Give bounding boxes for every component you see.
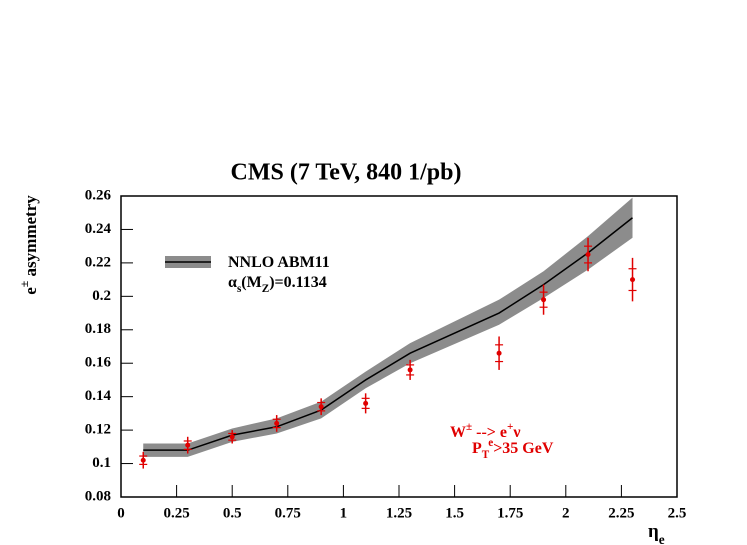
legend-label: NNLO ABM11 — [228, 254, 330, 271]
data-point — [185, 442, 191, 448]
data-point — [496, 350, 502, 356]
y-tick-label: 0.14 — [85, 388, 112, 404]
text-part: Z — [262, 283, 269, 295]
data-point — [229, 434, 235, 440]
data-point — [585, 252, 591, 258]
x-tick-label: 0 — [117, 505, 125, 521]
data-point — [363, 400, 369, 406]
y-tick-label: 0.18 — [85, 321, 111, 337]
data-point — [407, 367, 413, 373]
y-tick-label: 0.12 — [85, 422, 111, 438]
x-tick-label: 1.75 — [497, 505, 523, 521]
text-part: NNLO ABM11 — [228, 254, 330, 271]
text-part: ± — [466, 421, 472, 433]
text-part: ν — [512, 424, 520, 441]
annotation: W± --> e+ν — [450, 421, 521, 441]
text-part: e — [659, 532, 665, 545]
y-tick-label: 0.08 — [85, 488, 111, 504]
x-tick-label: 1.25 — [386, 505, 412, 521]
y-tick-label: 0.1 — [92, 455, 111, 471]
text-part: s — [237, 283, 242, 295]
text-part: α — [228, 274, 237, 291]
text-part: asymmetry — [21, 195, 40, 281]
x-tick-label: 1.5 — [445, 505, 464, 521]
y-tick-label: 0.16 — [85, 355, 112, 371]
text-part: (M — [241, 274, 261, 291]
text-part: >35 GeV — [493, 440, 554, 457]
x-tick-label: 0.75 — [275, 505, 301, 521]
x-tick-label: 2.5 — [668, 505, 687, 521]
x-tick-label: 0.5 — [223, 505, 242, 521]
theory-line — [143, 217, 633, 451]
text-part: e — [488, 437, 493, 449]
x-axis-label: ηe — [648, 521, 665, 545]
text-part: --> e — [472, 424, 507, 441]
text-part: T — [482, 449, 490, 461]
chart-title: CMS (7 TeV, 840 1/pb) — [231, 160, 462, 186]
x-tick-label: 2.25 — [608, 505, 634, 521]
data-point — [318, 404, 324, 410]
text-part: e — [21, 287, 40, 295]
annotation: PTe>35 GeV — [472, 437, 554, 461]
theory-band — [143, 197, 633, 457]
y-tick-label: 0.26 — [85, 187, 112, 203]
text-part: η — [648, 521, 659, 542]
data-point — [274, 420, 280, 426]
data-point — [140, 457, 146, 463]
x-tick-label: 1 — [340, 505, 348, 521]
legend-label: αs(MZ)=0.1134 — [228, 274, 327, 295]
y-axis-label: e± asymmetry — [17, 195, 40, 295]
x-tick-label: 0.25 — [163, 505, 189, 521]
data-point — [541, 297, 547, 303]
data-point — [630, 277, 636, 283]
y-tick-label: 0.2 — [92, 288, 111, 304]
text-part: + — [507, 421, 513, 433]
y-tick-label: 0.22 — [85, 254, 111, 270]
y-tick-label: 0.24 — [85, 221, 112, 237]
text-part: P — [472, 440, 482, 457]
x-tick-label: 2 — [562, 505, 570, 521]
text-part: W — [450, 424, 466, 441]
text-part: )=0.1134 — [269, 274, 327, 291]
text-part: ± — [17, 280, 31, 287]
